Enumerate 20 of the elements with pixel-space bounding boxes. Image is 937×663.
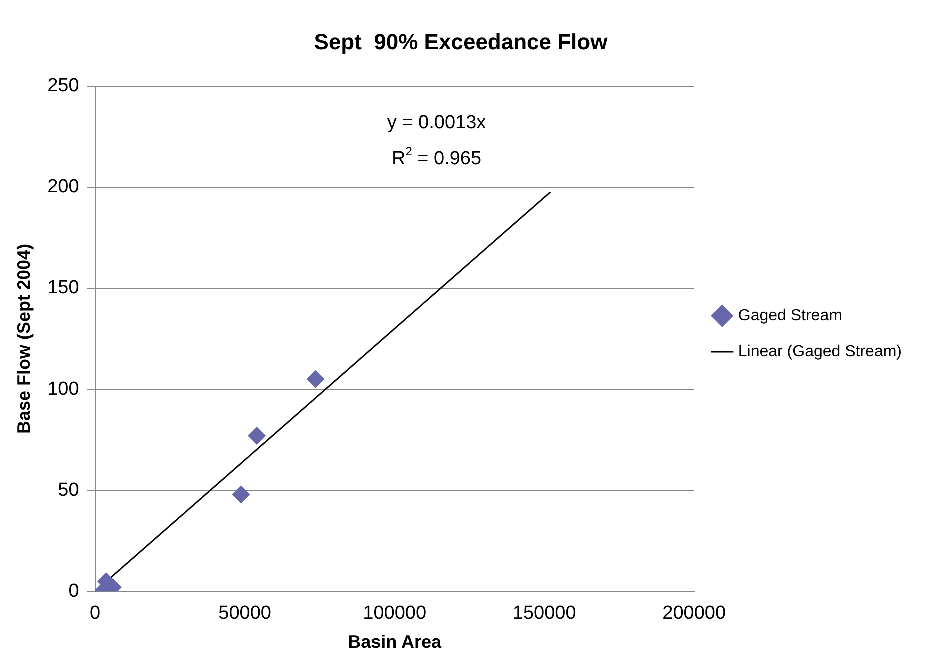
- y-tick-label: 0: [68, 580, 80, 602]
- x-tick-label: 0: [90, 603, 101, 624]
- point: [306, 370, 325, 388]
- y-tick-label: 100: [48, 378, 80, 400]
- y-tick-label: 200: [48, 176, 80, 198]
- x-tick-label: 100000: [363, 603, 427, 624]
- point: [232, 486, 250, 504]
- point: [248, 427, 266, 445]
- chart-title: Sept 90% Exceedance Flow: [314, 29, 609, 54]
- legend-label: Linear (Gaged Stream): [738, 343, 902, 360]
- y-tick-label: 250: [48, 76, 80, 97]
- x-tick-label: 50000: [218, 603, 272, 624]
- y-tick-label: 50: [58, 480, 80, 501]
- annotation: y = 0.0013x: [387, 112, 487, 134]
- x-tick-label: 150000: [512, 603, 576, 624]
- y-axis-title: Base Flow (Sept 2004): [14, 244, 34, 434]
- y-tick-label: 150: [48, 278, 80, 299]
- x-axis-title: Basin Area: [348, 632, 443, 652]
- legend-label: Gaged Stream: [738, 307, 842, 324]
- x-tick-label: 200000: [662, 603, 726, 624]
